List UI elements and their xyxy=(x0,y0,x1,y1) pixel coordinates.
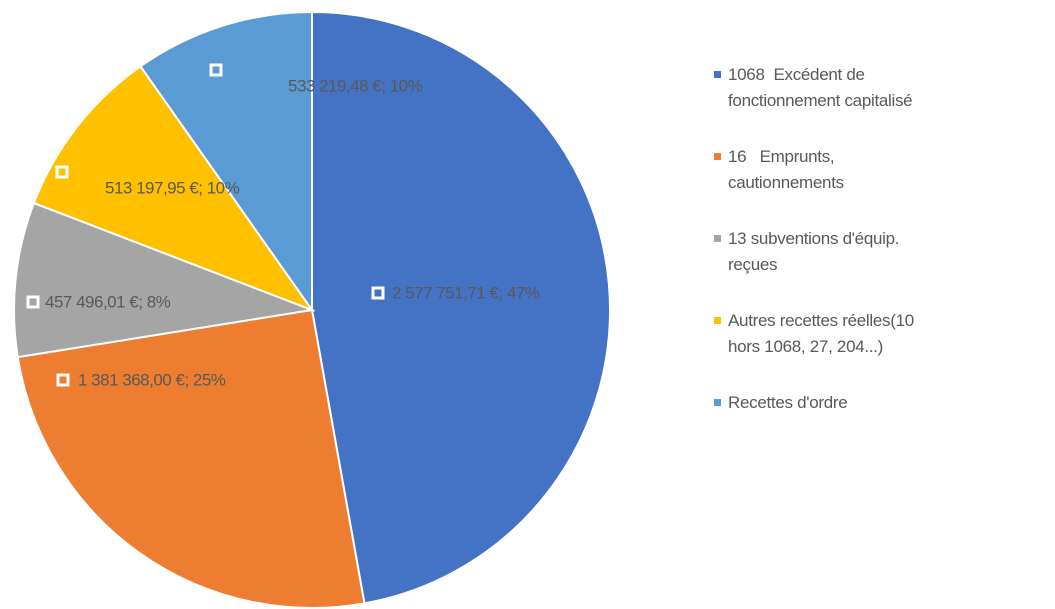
legend: 1068 Excédent de fonctionnement capitali… xyxy=(712,62,937,446)
data-label: 1 381 368,00 €; 25% xyxy=(78,370,226,389)
legend-key xyxy=(714,235,721,242)
pie-slice xyxy=(13,201,316,359)
legend-label: 1068 Excédent de fonctionnement capitali… xyxy=(728,65,913,110)
pie-slice xyxy=(139,10,313,314)
legend-item: 1068 Excédent de fonctionnement capitali… xyxy=(712,62,937,114)
legend-label: Recettes d'ordre xyxy=(728,393,848,412)
legend-key xyxy=(714,71,721,78)
data-label: 533 219,48 €; 10% xyxy=(288,76,423,95)
legend-item: 13 subventions d'équip. reçues xyxy=(712,226,937,278)
pie-slice xyxy=(311,10,611,605)
label-marker xyxy=(55,165,69,179)
pie-slice xyxy=(16,308,366,609)
label-marker xyxy=(209,63,223,77)
data-label: 457 496,01 €; 8% xyxy=(45,292,171,311)
label-marker xyxy=(56,373,70,387)
label-marker xyxy=(371,286,385,300)
legend-label: 16 Emprunts, cautionnements xyxy=(728,147,844,192)
legend-item: 16 Emprunts, cautionnements xyxy=(712,144,937,196)
legend-key xyxy=(714,317,721,324)
legend-key xyxy=(714,153,721,160)
legend-label: Autres recettes réelles(10 hors 1068, 27… xyxy=(728,311,919,356)
legend-label: 13 subventions d'équip. reçues xyxy=(728,229,904,274)
pie-slice xyxy=(32,64,315,313)
data-label: 2 577 751,71 €; 47% xyxy=(392,283,540,302)
legend-item: Recettes d'ordre xyxy=(712,390,937,416)
legend-key xyxy=(714,399,721,406)
data-label: 513 197,95 €; 10% xyxy=(105,178,240,197)
label-marker xyxy=(26,295,40,309)
legend-item: Autres recettes réelles(10 hors 1068, 27… xyxy=(712,308,937,360)
